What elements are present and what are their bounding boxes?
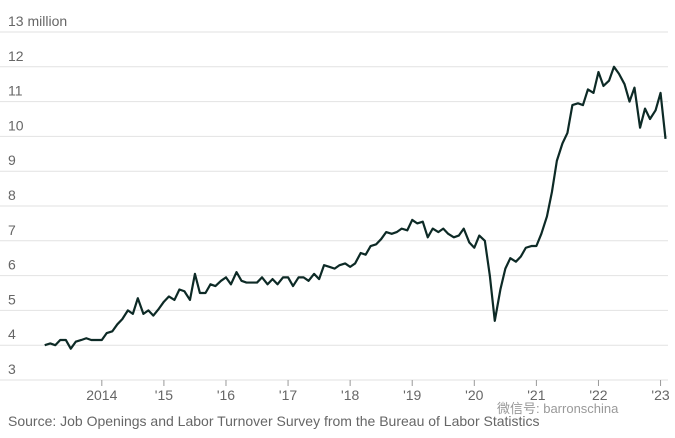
- x-tick-label: '21: [527, 387, 545, 403]
- y-tick-label: 13 million: [8, 13, 67, 29]
- y-tick-label: 12: [8, 48, 24, 64]
- x-tick-label: '20: [465, 387, 483, 403]
- x-tick-label: '19: [403, 387, 421, 403]
- watermark: 微信号: barronschina: [497, 401, 619, 416]
- y-tick-label: 3: [8, 361, 16, 377]
- x-tick-label: 2014: [86, 387, 117, 403]
- data-line: [44, 65, 667, 350]
- x-tick-label: '16: [217, 387, 235, 403]
- y-tick-label: 7: [8, 222, 16, 238]
- x-tick-label: '18: [341, 387, 359, 403]
- y-tick-label: 4: [8, 326, 16, 342]
- x-tick-label: '15: [155, 387, 173, 403]
- y-tick-label: 8: [8, 187, 16, 203]
- y-tick-label: 9: [8, 152, 16, 168]
- source: Source: Job Openings and Labor Turnover …: [8, 413, 540, 429]
- x-tick-label: '22: [589, 387, 607, 403]
- y-tick-label: 10: [8, 117, 24, 133]
- y-tick-label: 6: [8, 257, 16, 273]
- x-tick-label: '23: [651, 387, 669, 403]
- x-tick-label: '17: [279, 387, 297, 403]
- y-tick-label: 11: [8, 83, 23, 99]
- y-tick-label: 5: [8, 291, 16, 307]
